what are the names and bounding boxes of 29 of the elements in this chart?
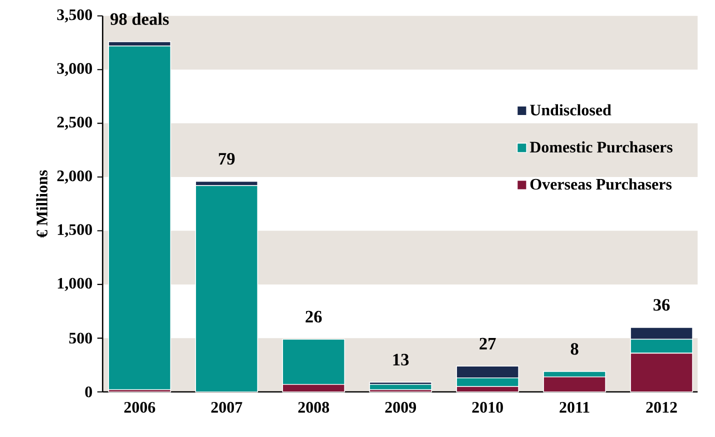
- annotation: 36: [654, 299, 670, 311]
- bar: [195, 185, 258, 392]
- x-tick-label: 2007: [211, 402, 242, 413]
- legend-label: Undisclosed: [530, 104, 612, 116]
- x-tick-label: 2012: [646, 402, 677, 413]
- y-tick-label: 0: [85, 386, 92, 398]
- y-tick-label: 2,000: [57, 170, 92, 184]
- legend-label: Domestic Purchasers: [530, 141, 672, 153]
- annotation: 26: [306, 310, 322, 323]
- x-tick-label: 2011: [560, 402, 590, 413]
- y-tick-label: 3,500: [57, 9, 92, 22]
- y-axis-title: € Millions: [36, 170, 48, 238]
- bar: [369, 384, 432, 390]
- x-tick-label: 2009: [385, 402, 416, 413]
- x-tick-label: 2010: [472, 402, 503, 413]
- x-tick-label: 2008: [298, 402, 330, 413]
- y-tick-label: 500: [69, 332, 92, 344]
- annotation: 8: [570, 343, 578, 355]
- bar: [108, 46, 172, 390]
- annotation: 27: [480, 338, 496, 350]
- y-tick-label: 2,500: [57, 116, 92, 130]
- y-tick-label: 1,000: [58, 278, 92, 291]
- x-tick-label: 2006: [124, 402, 156, 413]
- annotation: 79: [218, 152, 235, 165]
- y-tick-label: 1,500: [58, 224, 92, 238]
- y-tick-label: 3,000: [57, 63, 92, 76]
- annotation: 13: [393, 354, 409, 366]
- legend-label: Overseas Purchasers: [530, 178, 672, 190]
- annotation: 98 deals: [110, 12, 169, 25]
